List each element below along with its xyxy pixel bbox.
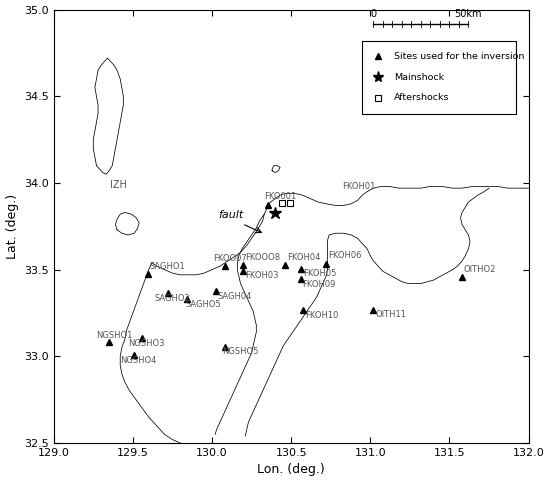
Text: FKOH10: FKOH10 [305,311,338,320]
Text: FKOH06: FKOH06 [328,252,361,260]
Text: SAGH04: SAGH04 [218,292,252,301]
Text: SAGHO2: SAGHO2 [154,294,190,303]
Text: 0: 0 [370,9,377,19]
Text: FKOH04: FKOH04 [287,253,320,262]
X-axis label: Lon. (deg.): Lon. (deg.) [257,464,325,476]
Text: FKOH05: FKOH05 [304,269,337,278]
Text: 50km: 50km [455,9,482,19]
Y-axis label: Lat. (deg.): Lat. (deg.) [6,194,19,259]
Text: NGSHO5: NGSHO5 [222,348,258,356]
Text: Aftershocks: Aftershocks [394,94,449,103]
Text: OITHO2: OITHO2 [464,265,496,274]
Text: FKOOO8: FKOOO8 [245,253,280,262]
Text: Mainshock: Mainshock [394,73,444,81]
Text: NGSHO3: NGSHO3 [128,339,164,348]
Text: SAGHO1: SAGHO1 [150,262,185,271]
Text: FKO001: FKO001 [264,192,296,201]
Text: fault: fault [218,210,244,220]
Text: FKOO07: FKOO07 [213,254,248,263]
Text: IZH: IZH [110,180,127,190]
Bar [362,41,516,114]
Text: SAGHO5: SAGHO5 [185,300,221,308]
Text: NGSHO1: NGSHO1 [96,331,132,339]
Text: Sites used for the inversion: Sites used for the inversion [394,52,524,61]
Text: NGSHO4: NGSHO4 [120,356,157,365]
Text: OITH11: OITH11 [375,310,406,319]
Text: FKOH01: FKOH01 [343,182,376,191]
Text: FKOH09: FKOH09 [302,280,336,289]
Text: FKOH03: FKOH03 [245,271,278,280]
